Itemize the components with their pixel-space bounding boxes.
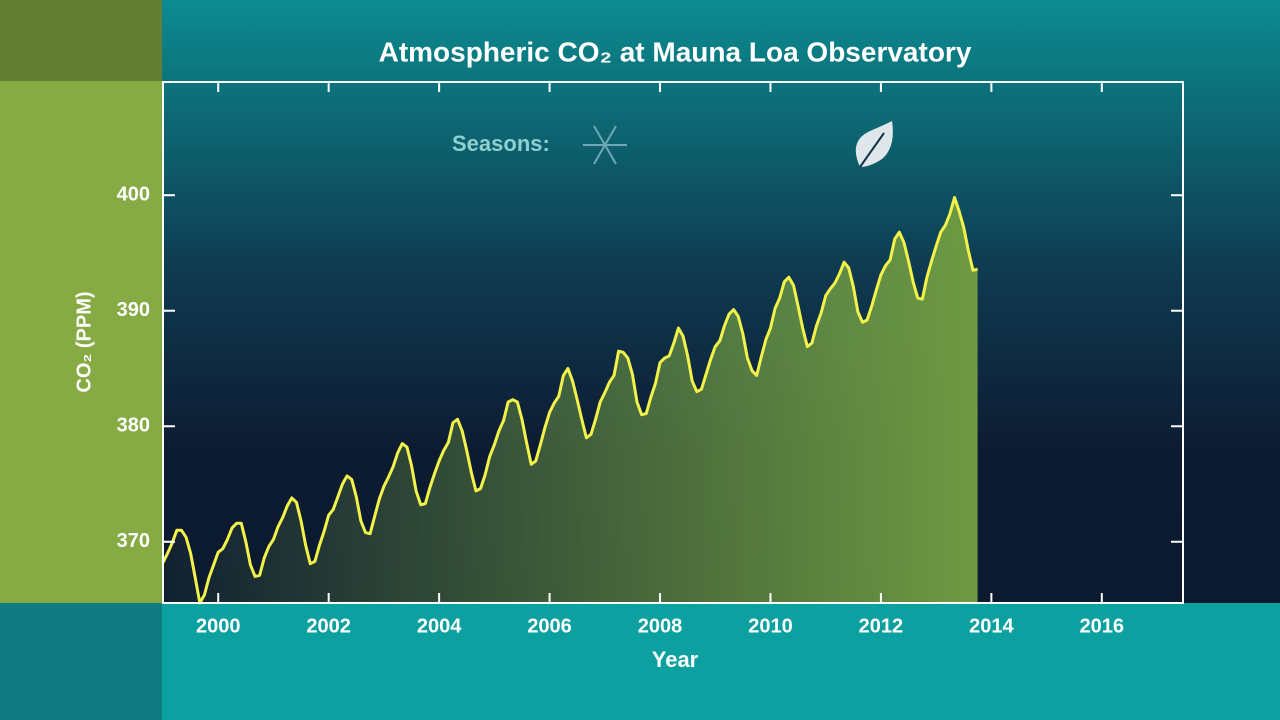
annotation: Seasons:: [452, 131, 550, 156]
leaf-icon: [855, 121, 893, 168]
y-axis-label: CO₂ (PPM): [73, 291, 95, 392]
y-tick-label: 400: [117, 183, 150, 205]
x-tick-label: 2016: [1080, 615, 1125, 637]
x-tick-label: 2006: [527, 615, 572, 637]
side-block: [0, 81, 162, 603]
corner-block: [0, 0, 162, 81]
x-axis-label: Year: [652, 647, 699, 672]
x-tick-label: 2000: [196, 615, 241, 637]
x-tick-label: 2014: [969, 615, 1014, 637]
y-tick-label: 370: [117, 530, 150, 552]
plot-border: [162, 81, 1184, 604]
plot: [161, 196, 978, 605]
x-tick-label: 2002: [306, 615, 351, 637]
line: [161, 196, 978, 605]
x-tick-label: 2012: [859, 615, 904, 637]
x-tick-label: 2008: [638, 615, 683, 637]
area: [163, 197, 978, 603]
x-tick-label: 2010: [748, 615, 793, 637]
bottom-band: [162, 603, 1280, 720]
chart-title: Atmospheric CO₂ at Mauna Loa Observatory: [379, 36, 972, 67]
y-tick-label: 390: [117, 299, 150, 321]
y-tick-label: 380: [117, 415, 150, 437]
snowflake-icon: [583, 125, 627, 165]
corner-block: [0, 603, 162, 720]
x-tick-label: 2004: [417, 615, 462, 637]
